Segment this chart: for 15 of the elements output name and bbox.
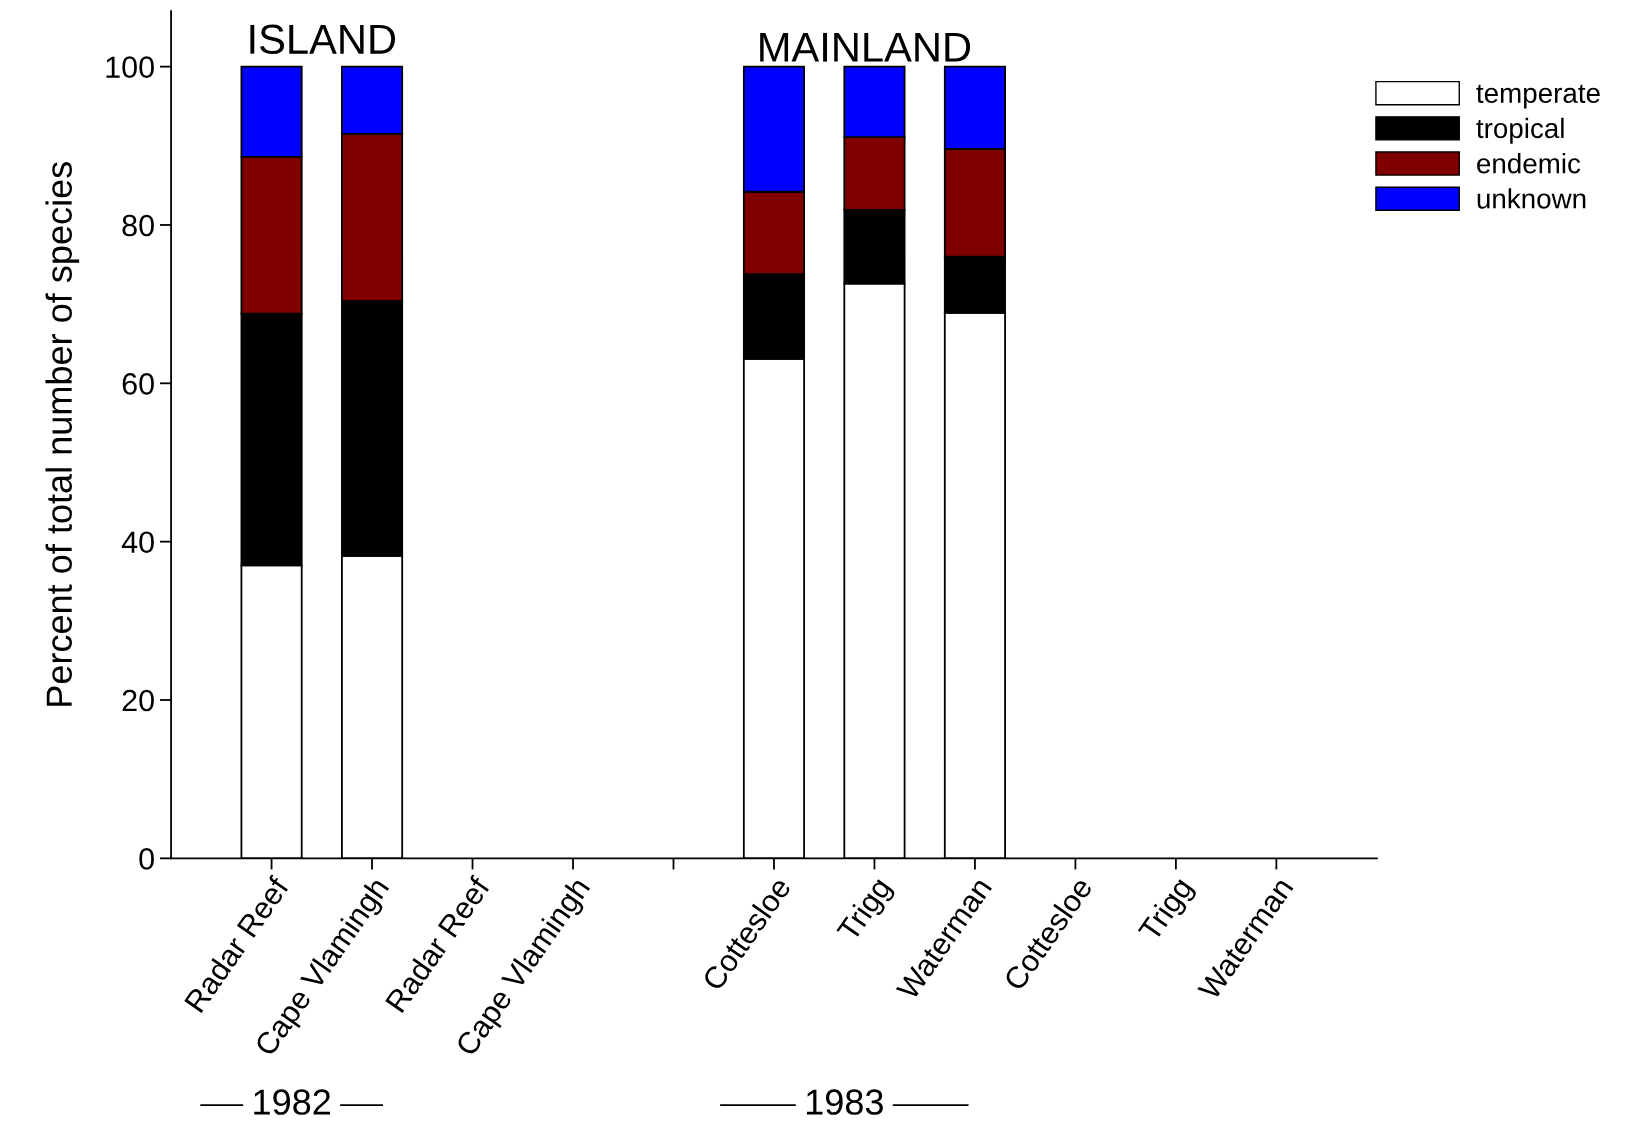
annotation: ISLAND bbox=[250, 24, 396, 55]
y-tick-label: 60 bbox=[122, 373, 154, 395]
text: 1983 bbox=[806, 1089, 883, 1115]
legend-label: temperate bbox=[1476, 84, 1600, 109]
y-tick-label: 40 bbox=[121, 531, 154, 554]
legend-label: tropical bbox=[1476, 117, 1564, 144]
y-tick-label: 80 bbox=[122, 214, 154, 237]
y-axis-title: Percent of total number of species bbox=[45, 162, 80, 706]
annotation: MAINLAND bbox=[760, 32, 971, 62]
y-tick-label: 0 bbox=[139, 848, 154, 870]
y-tick-label: 100 bbox=[106, 56, 154, 79]
text: 1982 bbox=[254, 1089, 331, 1115]
legend-label: unknown bbox=[1477, 188, 1586, 209]
y-tick-label: 20 bbox=[122, 689, 154, 712]
legend-label: endemic bbox=[1477, 153, 1581, 174]
